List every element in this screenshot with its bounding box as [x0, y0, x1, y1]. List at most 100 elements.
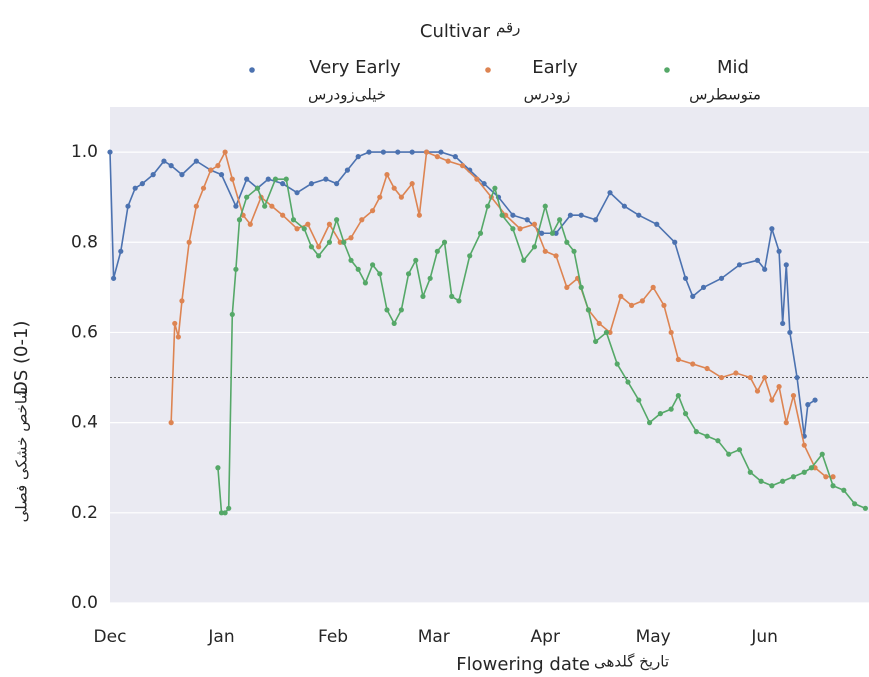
data-point: [808, 465, 815, 471]
legend-title: Cultivar: [420, 21, 491, 42]
data-point: [398, 194, 404, 200]
data-point: [280, 212, 286, 218]
y-tick-label: 0.0: [71, 593, 98, 613]
data-point: [384, 172, 390, 178]
legend-label: Early: [532, 57, 578, 78]
y-tick-label: 0.4: [71, 413, 98, 433]
x-tick-label: May: [636, 627, 671, 647]
x-tick-label: Mar: [418, 627, 450, 647]
data-point: [668, 406, 674, 412]
data-point: [326, 239, 333, 245]
data-point: [423, 149, 430, 155]
data-point: [801, 469, 807, 475]
data-point: [646, 420, 653, 426]
data-point: [657, 411, 663, 417]
data-point: [262, 203, 268, 209]
x-axis-title: Flowering date: [456, 654, 590, 675]
data-point: [348, 257, 354, 263]
data-point: [218, 172, 225, 178]
data-point: [409, 149, 415, 155]
data-point: [682, 411, 689, 417]
data-point: [477, 230, 484, 236]
data-point: [650, 284, 656, 290]
x-tick-label: Dec: [94, 627, 127, 647]
data-point: [549, 230, 556, 236]
data-point: [316, 253, 322, 259]
data-point: [542, 203, 548, 209]
data-point: [369, 208, 376, 214]
data-point: [377, 271, 383, 277]
data-point: [445, 158, 451, 164]
data-point: [614, 361, 620, 367]
legend-marker: [485, 67, 491, 73]
data-point: [517, 226, 523, 232]
data-point: [413, 257, 419, 263]
data-point: [852, 501, 858, 507]
data-point: [636, 212, 642, 218]
data-point: [434, 154, 440, 160]
data-point: [783, 262, 789, 268]
data-point: [593, 217, 599, 223]
data-point: [823, 474, 829, 480]
data-point: [272, 176, 279, 182]
data-point: [308, 181, 315, 187]
y-axis-title-fa: شاخص خشکی فصلی: [13, 387, 31, 522]
data-point: [754, 388, 761, 394]
data-point: [168, 420, 174, 426]
data-point: [675, 356, 681, 363]
data-point: [596, 320, 602, 327]
legend-label: Very Early: [309, 57, 401, 78]
data-point: [362, 280, 368, 286]
data-point: [787, 329, 793, 336]
data-point: [639, 298, 645, 304]
data-point: [441, 239, 448, 245]
data-point: [618, 293, 624, 299]
data-point: [747, 374, 753, 381]
data-point: [409, 181, 415, 187]
data-point: [812, 465, 818, 471]
data-point: [783, 420, 789, 426]
data-point: [326, 221, 333, 227]
data-point: [780, 320, 786, 327]
data-point: [819, 451, 825, 457]
data-point: [780, 478, 786, 484]
data-point: [366, 149, 372, 155]
data-point: [218, 510, 225, 516]
data-point: [790, 474, 797, 480]
data-point: [733, 370, 739, 376]
data-point: [380, 149, 386, 155]
data-point: [769, 483, 775, 489]
data-point: [571, 248, 577, 254]
data-point: [503, 212, 509, 218]
data-point: [557, 217, 563, 223]
data-point: [510, 226, 516, 232]
data-point: [603, 329, 610, 336]
data-point: [567, 212, 574, 218]
data-point: [715, 438, 721, 444]
data-point: [395, 149, 401, 155]
data-point: [215, 163, 221, 169]
data-point: [348, 235, 354, 241]
data-point: [391, 185, 397, 191]
legend-label-fa: خیلی‌زودرس: [308, 86, 386, 104]
data-point: [369, 262, 376, 268]
data-point: [334, 181, 340, 187]
data-point: [233, 203, 239, 209]
data-point: [621, 203, 627, 209]
data-point: [718, 374, 725, 381]
data-point: [769, 397, 775, 403]
data-point: [280, 181, 286, 187]
data-point: [690, 293, 696, 299]
data-point: [125, 203, 131, 209]
y-tick-label: 0.2: [71, 503, 98, 523]
data-point: [308, 244, 315, 250]
data-point: [700, 284, 707, 290]
x-tick-label: Apr: [531, 627, 560, 647]
data-point: [690, 361, 696, 367]
data-point: [427, 275, 433, 281]
legend-title-fa: رقم: [496, 19, 520, 37]
legend-marker: [664, 67, 670, 73]
legend-label-fa: متوسطرس: [689, 86, 761, 104]
data-point: [607, 190, 613, 196]
